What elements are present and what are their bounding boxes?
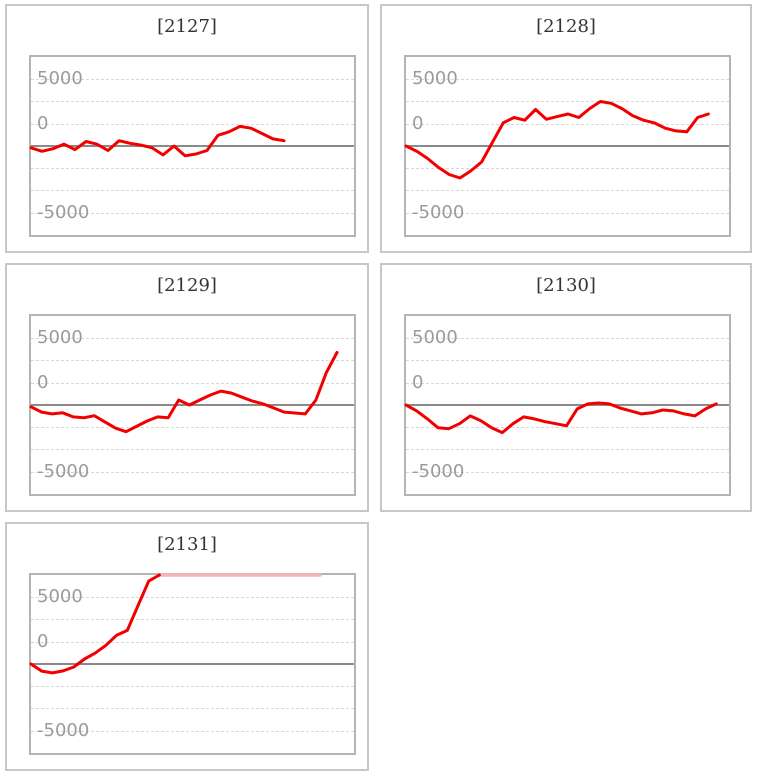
chart-panel-2128: [2128] 5000 0 -5000: [380, 4, 752, 253]
slump-line-chart: [29, 351, 339, 434]
plot-area: 5000 0 -5000: [29, 55, 356, 237]
y-axis-label-5000: 5000: [412, 68, 458, 89]
y-axis-label-neg5000: -5000: [412, 461, 465, 482]
y-axis-label-neg5000: -5000: [37, 202, 90, 223]
y-axis-label-0: 0: [37, 113, 49, 134]
slump-line-chart: [29, 124, 286, 158]
plot-area: 5000 0 -5000: [29, 573, 356, 755]
gridline: [31, 708, 354, 709]
gridline: [31, 101, 354, 102]
chart-title: [2131]: [157, 534, 217, 555]
y-axis-label-neg5000: -5000: [37, 720, 90, 741]
gridline: [31, 686, 354, 687]
gridline: [406, 449, 729, 450]
zero-line: [406, 404, 729, 406]
y-axis-label-0: 0: [37, 631, 49, 652]
gridline: [31, 427, 354, 428]
zero-line: [31, 663, 354, 665]
gridline: [406, 124, 729, 125]
y-axis-label-5000: 5000: [37, 586, 83, 607]
gridline: [31, 124, 354, 125]
chart-panel-2130: [2130] 5000 0 -5000: [380, 263, 752, 512]
y-axis-label-5000: 5000: [37, 327, 83, 348]
gridline: [406, 427, 729, 428]
chart-title: [2127]: [157, 16, 217, 37]
gridline: [406, 101, 729, 102]
gridline: [31, 213, 354, 214]
gridline: [31, 449, 354, 450]
chart-title: [2130]: [536, 275, 596, 296]
chart-panel-2129: [2129] 5000 0 -5000: [5, 263, 369, 512]
slump-line-chart: [404, 100, 710, 180]
chart-panel-2127: [2127] 5000 0 -5000: [5, 4, 369, 253]
gridline: [406, 360, 729, 361]
gridline: [31, 597, 354, 598]
slump-line-chart: [404, 401, 718, 435]
gridline: [406, 213, 729, 214]
gridline: [31, 383, 354, 384]
gridline: [31, 79, 354, 80]
gridline: [31, 360, 354, 361]
gridline: [31, 338, 354, 339]
chart-title: [2129]: [157, 275, 217, 296]
slump-line: [29, 124, 286, 158]
plot-area: 5000 0 -5000: [404, 314, 731, 496]
slump-line: [404, 100, 710, 180]
y-axis-label-0: 0: [412, 113, 424, 134]
plot-area: 5000 0 -5000: [29, 314, 356, 496]
chart-title: [2128]: [536, 16, 596, 37]
slump-line: [29, 573, 161, 675]
y-axis-label-5000: 5000: [37, 68, 83, 89]
slump-line-chart: [29, 573, 322, 675]
gridline: [31, 190, 354, 191]
gridline: [406, 168, 729, 169]
gridline: [406, 338, 729, 339]
plot-area: 5000 0 -5000: [404, 55, 731, 237]
zero-line: [406, 145, 729, 147]
y-axis-label-0: 0: [37, 372, 49, 393]
slump-line: [404, 401, 718, 435]
gridline: [406, 472, 729, 473]
gridline: [31, 168, 354, 169]
y-axis-label-neg5000: -5000: [412, 202, 465, 223]
gridline: [406, 190, 729, 191]
gridline: [406, 79, 729, 80]
gridline: [31, 619, 354, 620]
y-axis-label-0: 0: [412, 372, 424, 393]
slump-line: [29, 351, 339, 434]
chart-panel-2131: [2131] 5000 0 -5000: [5, 522, 369, 771]
zero-line: [31, 145, 354, 147]
gridline: [406, 383, 729, 384]
gridline: [31, 642, 354, 643]
gridline: [31, 731, 354, 732]
y-axis-label-neg5000: -5000: [37, 461, 90, 482]
gridline: [31, 472, 354, 473]
y-axis-label-5000: 5000: [412, 327, 458, 348]
